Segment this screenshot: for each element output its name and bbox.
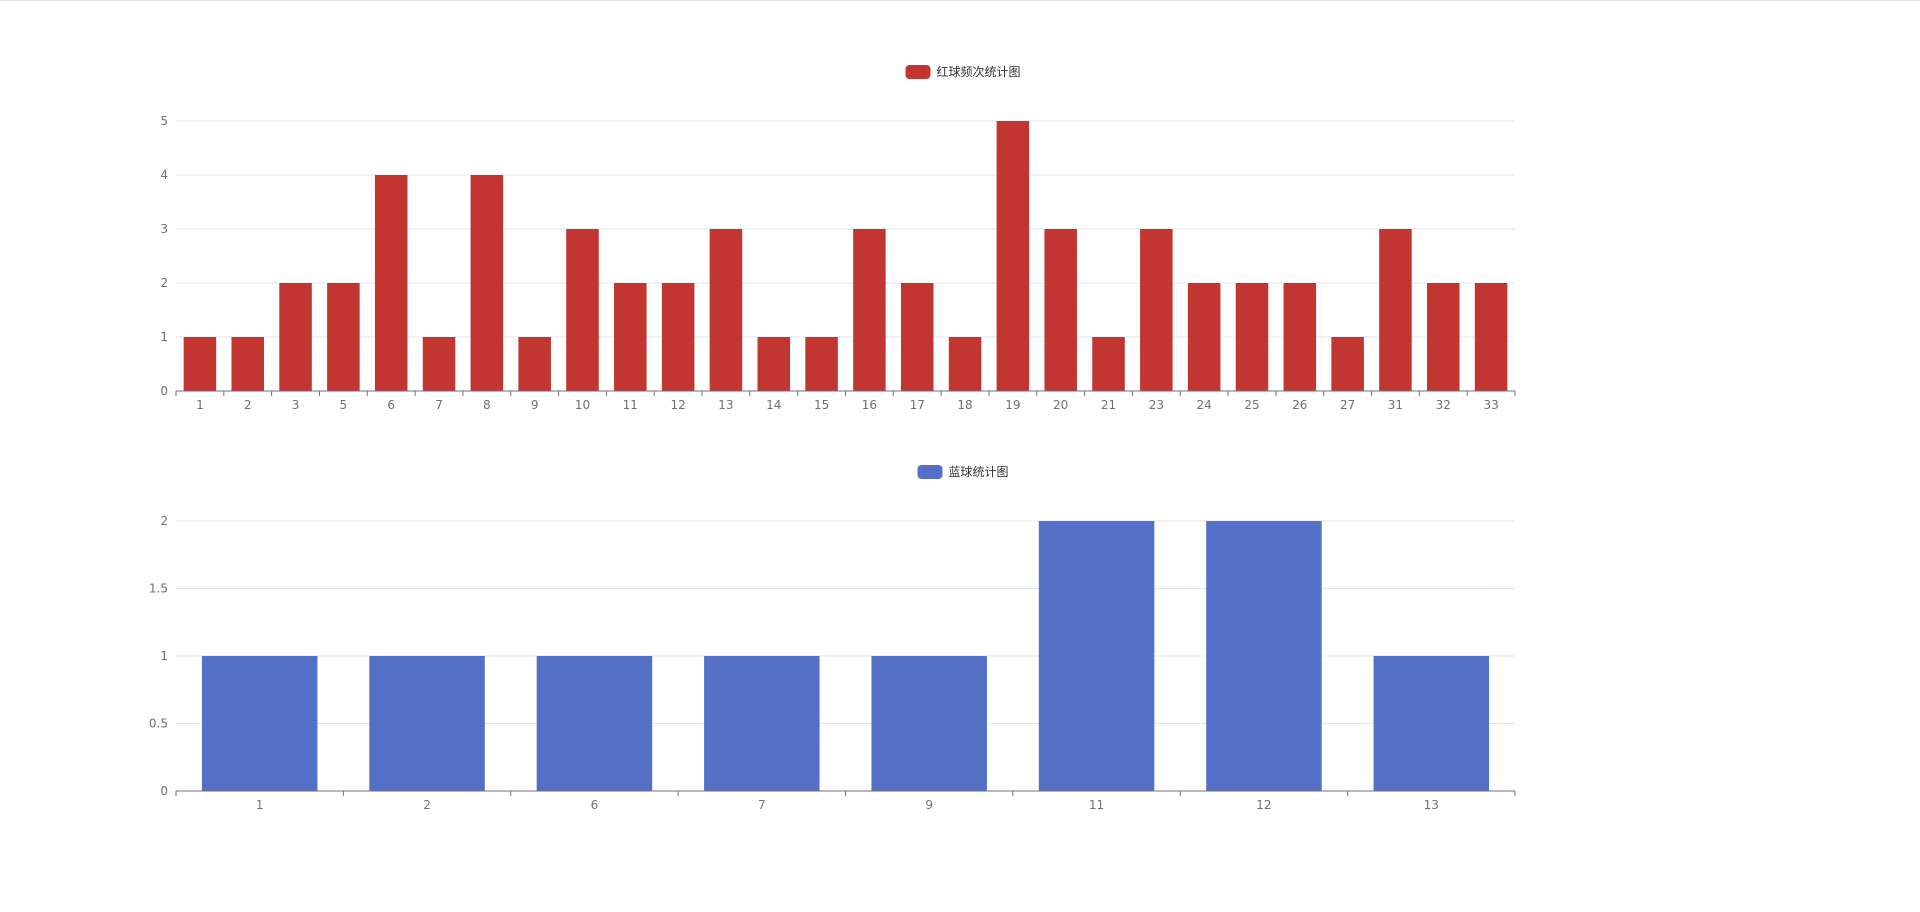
bar[interactable] bbox=[1474, 283, 1508, 391]
x-tick-label: 32 bbox=[1436, 398, 1451, 412]
x-tick-label: 1 bbox=[256, 798, 264, 812]
bar[interactable] bbox=[183, 337, 217, 391]
red-ball-chart-container: 红球频次统计图 0 1 2 3 4 5 1 2 3 5 6 7 8 9 10 11 12 13 14 15 16 17 18 1… bbox=[0, 0, 1920, 424]
bar[interactable] bbox=[231, 337, 264, 391]
bar[interactable] bbox=[1038, 521, 1155, 791]
bar[interactable] bbox=[709, 229, 743, 391]
x-tick-label: 33 bbox=[1483, 398, 1498, 412]
top-divider bbox=[0, 0, 1920, 1]
legend-0[interactable]: 红球频次统计图 bbox=[905, 64, 1021, 79]
bar[interactable] bbox=[704, 656, 820, 791]
x-tick-label: 21 bbox=[1101, 398, 1116, 412]
x-tick-label: 12 bbox=[1256, 798, 1271, 812]
x-tick-label: 10 bbox=[575, 398, 590, 412]
x-tick-label: 2 bbox=[423, 798, 431, 812]
legend-swatch-0 bbox=[905, 65, 931, 79]
bar[interactable] bbox=[614, 283, 647, 391]
x-tick-label: 7 bbox=[758, 798, 766, 812]
bar[interactable] bbox=[369, 656, 485, 791]
y-tick-label: 1 bbox=[160, 649, 168, 663]
y-tick-label: 1.5 bbox=[149, 582, 168, 596]
bar[interactable] bbox=[536, 656, 653, 791]
y-tick-label: 1 bbox=[160, 330, 168, 344]
x-tick-label: 9 bbox=[925, 798, 933, 812]
x-tick-label: 17 bbox=[910, 398, 925, 412]
x-tick-label: 23 bbox=[1149, 398, 1164, 412]
y-tick-label: 2 bbox=[160, 514, 168, 528]
x-tick-label: 11 bbox=[623, 398, 638, 412]
bar[interactable] bbox=[1092, 337, 1125, 391]
x-tick-label: 9 bbox=[531, 398, 539, 412]
bar[interactable] bbox=[1283, 283, 1317, 391]
x-tick-label: 18 bbox=[957, 398, 972, 412]
y-tick-label: 0 bbox=[160, 784, 168, 798]
y-tick-label: 0 bbox=[160, 384, 168, 398]
x-tick-label: 27 bbox=[1340, 398, 1355, 412]
bar[interactable] bbox=[566, 229, 599, 391]
y-tick-label: 4 bbox=[160, 168, 168, 182]
y-tick-label: 3 bbox=[160, 222, 168, 236]
x-tick-label: 11 bbox=[1089, 798, 1104, 812]
bar[interactable] bbox=[327, 283, 360, 391]
x-tick-label: 16 bbox=[862, 398, 877, 412]
bar[interactable] bbox=[1235, 283, 1269, 391]
x-tick-label: 15 bbox=[814, 398, 829, 412]
x-tick-label: 14 bbox=[766, 398, 781, 412]
bar[interactable] bbox=[805, 337, 838, 391]
bar[interactable] bbox=[853, 229, 886, 391]
bar[interactable] bbox=[1206, 521, 1322, 791]
bar[interactable] bbox=[201, 656, 318, 791]
x-tick-label: 3 bbox=[292, 398, 300, 412]
bar[interactable] bbox=[996, 121, 1030, 391]
bar[interactable] bbox=[518, 337, 551, 391]
bar[interactable] bbox=[661, 283, 695, 391]
x-tick-label: 26 bbox=[1292, 398, 1307, 412]
bar[interactable] bbox=[1044, 229, 1077, 391]
legend-swatch-1 bbox=[917, 465, 943, 479]
y-tick-label: 0.5 bbox=[149, 717, 168, 731]
x-tick-label: 2 bbox=[244, 398, 252, 412]
x-tick-label: 24 bbox=[1197, 398, 1212, 412]
y-tick-label: 5 bbox=[160, 114, 168, 128]
legend-1[interactable]: 蓝球统计图 bbox=[917, 465, 1009, 479]
legend-label-0: 红球频次统计图 bbox=[937, 64, 1021, 79]
legend-label-1: 蓝球统计图 bbox=[949, 465, 1009, 479]
x-tick-label: 1 bbox=[196, 398, 204, 412]
blue-ball-chart-container: 蓝球统计图 0 0.5 1 1.5 2 1 2 6 7 9 11 12 13 bbox=[0, 430, 1920, 854]
x-tick-label: 6 bbox=[387, 398, 395, 412]
x-tick-label: 13 bbox=[1424, 798, 1439, 812]
x-tick-label: 20 bbox=[1053, 398, 1068, 412]
bar[interactable] bbox=[279, 283, 312, 391]
x-tick-label: 13 bbox=[718, 398, 733, 412]
x-tick-label: 12 bbox=[670, 398, 685, 412]
bar[interactable] bbox=[871, 656, 987, 791]
bar[interactable] bbox=[422, 337, 456, 391]
bar[interactable] bbox=[948, 337, 982, 391]
x-tick-label: 8 bbox=[483, 398, 491, 412]
x-tick-label: 31 bbox=[1388, 398, 1403, 412]
x-tick-label: 6 bbox=[591, 798, 599, 812]
bar[interactable] bbox=[1331, 337, 1364, 391]
bar[interactable] bbox=[470, 175, 504, 391]
bar[interactable] bbox=[1187, 283, 1221, 391]
x-tick-label: 7 bbox=[435, 398, 443, 412]
bar[interactable] bbox=[757, 337, 791, 391]
bar[interactable] bbox=[1373, 656, 1490, 791]
bar[interactable] bbox=[1140, 229, 1173, 391]
bar[interactable] bbox=[900, 283, 934, 391]
x-tick-label: 25 bbox=[1244, 398, 1259, 412]
bar[interactable] bbox=[374, 175, 408, 391]
x-tick-label: 19 bbox=[1005, 398, 1020, 412]
bar[interactable] bbox=[1379, 229, 1412, 391]
y-tick-label: 2 bbox=[160, 276, 168, 290]
x-tick-label: 5 bbox=[340, 398, 348, 412]
bar[interactable] bbox=[1427, 283, 1460, 391]
